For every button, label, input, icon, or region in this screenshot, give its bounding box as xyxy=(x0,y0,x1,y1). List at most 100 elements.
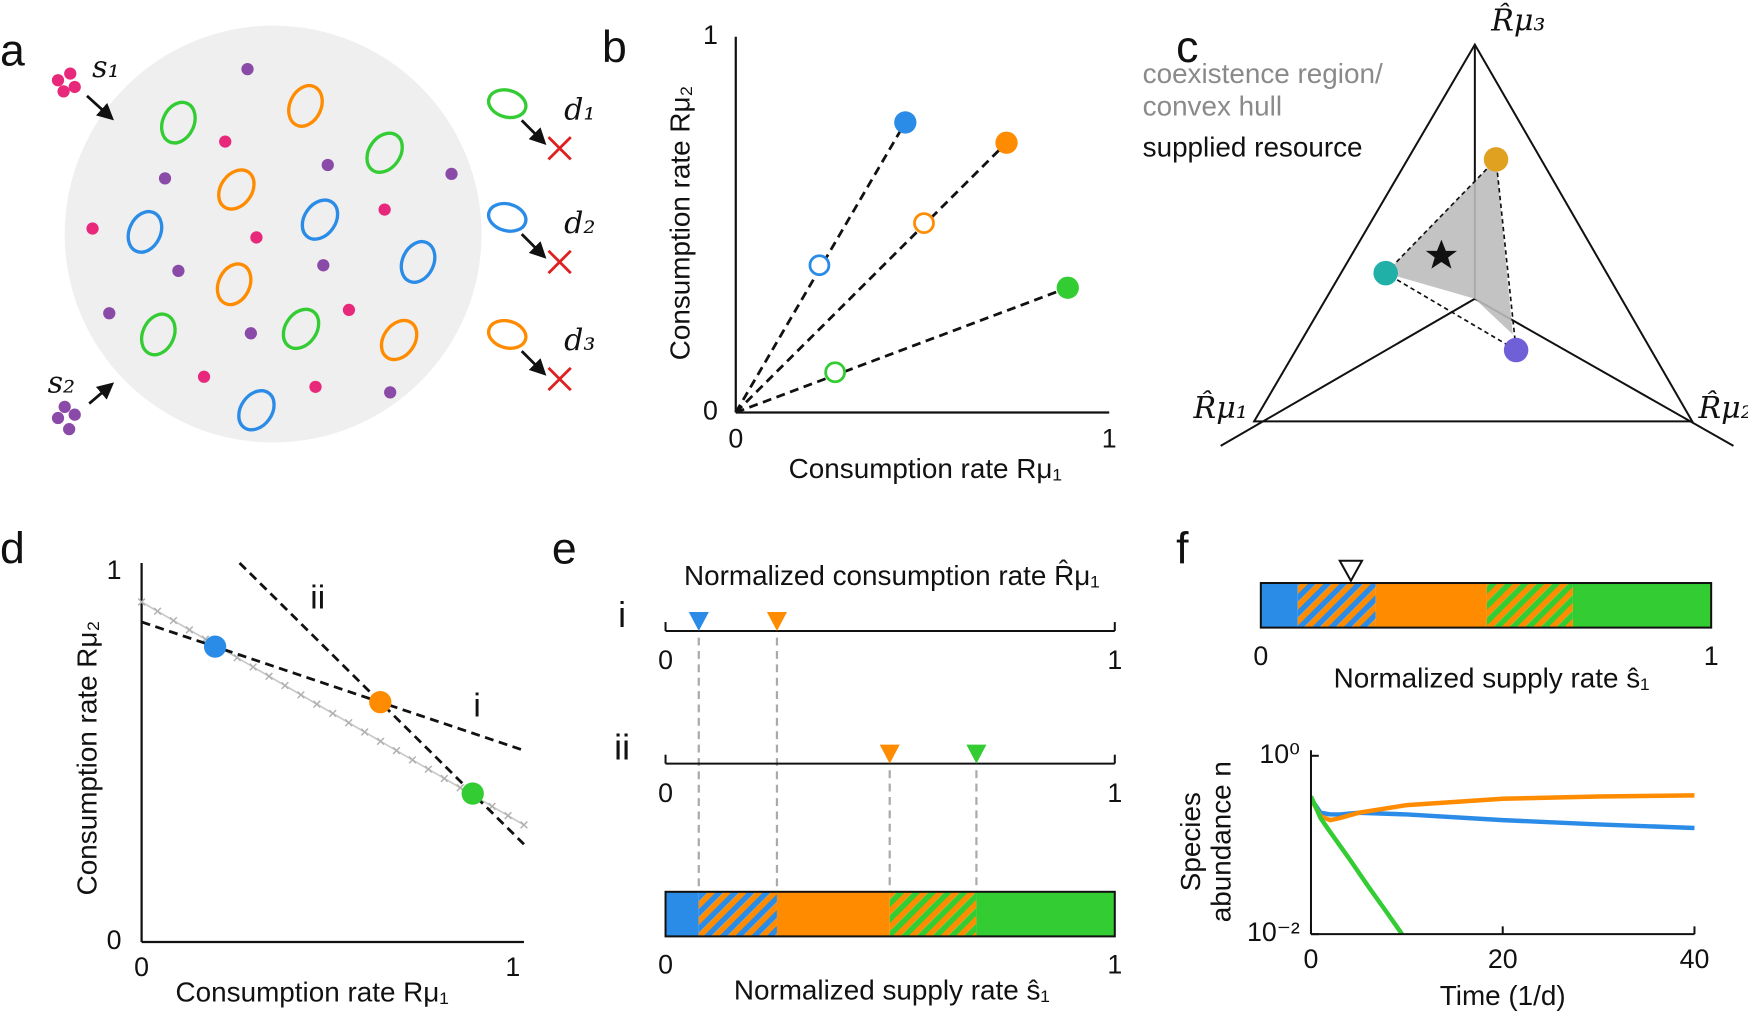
cross-mark xyxy=(185,625,194,634)
resource-dot xyxy=(197,370,211,383)
point xyxy=(913,212,935,234)
cross-mark xyxy=(440,774,449,783)
panel-label: b xyxy=(602,23,627,72)
guide-line xyxy=(735,286,1069,414)
supply-segment xyxy=(976,891,1115,937)
cell xyxy=(287,83,324,128)
label: ii xyxy=(614,728,630,768)
species-point xyxy=(1503,337,1529,363)
supply-dot xyxy=(64,67,77,80)
label: Time (1/d) xyxy=(1440,980,1566,1011)
cross-mark xyxy=(328,709,337,718)
bar-frame xyxy=(664,890,1116,938)
axis xyxy=(1220,297,1476,447)
tradeoff-line xyxy=(141,620,525,752)
washout-cell xyxy=(486,318,528,350)
point xyxy=(461,782,484,805)
supply-dot xyxy=(51,74,65,87)
label: convex hull xyxy=(1143,90,1282,121)
supply-segment xyxy=(1375,583,1487,628)
label: 0 xyxy=(658,950,673,980)
label: R̂μ₂ xyxy=(1698,391,1748,426)
cross-mark xyxy=(137,598,146,606)
resource-dot xyxy=(317,259,330,272)
supply-dot xyxy=(58,400,71,414)
label: 10⁻² xyxy=(1247,917,1300,947)
label: Consumption rate Rμ₁ xyxy=(176,977,449,1008)
panel-label: c xyxy=(1176,23,1198,72)
cross-mark xyxy=(392,746,401,755)
supply-segment xyxy=(1297,583,1376,628)
guide-line xyxy=(734,141,1008,414)
label: i xyxy=(618,595,626,635)
marker-triangle xyxy=(766,612,787,631)
supply-segment xyxy=(1260,583,1298,628)
label: 1 xyxy=(1704,641,1719,671)
cross-mark xyxy=(297,691,305,699)
label: supplied resource xyxy=(1143,132,1363,163)
label: Consumption rate Rμ₂ xyxy=(665,86,696,361)
label: 10⁰ xyxy=(1259,739,1299,769)
supply-dot xyxy=(68,80,81,94)
label: 1 xyxy=(1107,778,1122,808)
arrow xyxy=(520,233,547,259)
supply-segment xyxy=(776,891,890,937)
cross-mark xyxy=(249,663,257,671)
cross-mark xyxy=(360,728,369,736)
label: 40 xyxy=(1680,944,1710,974)
marker-triangle xyxy=(966,744,987,764)
marker-triangle xyxy=(879,744,900,764)
label: 0 xyxy=(134,952,149,982)
cross-mark xyxy=(153,607,162,616)
label: ii xyxy=(310,580,325,617)
cell xyxy=(217,168,256,211)
resource-dot xyxy=(378,203,391,216)
label: R̂μ₃ xyxy=(1490,3,1545,38)
cell xyxy=(159,100,197,145)
resource-dot xyxy=(172,264,185,278)
label: d₃ xyxy=(564,323,595,358)
cell xyxy=(237,389,276,432)
cell xyxy=(139,312,177,357)
point xyxy=(1056,276,1079,299)
cell xyxy=(379,318,419,362)
point xyxy=(995,131,1018,154)
resource-dot xyxy=(103,307,116,320)
label: 0 xyxy=(658,778,673,808)
point xyxy=(369,690,392,714)
panel-label: e xyxy=(552,525,577,574)
label: Consumption rate Rμ₁ xyxy=(789,453,1062,484)
species-point xyxy=(1483,147,1509,172)
resource-dot xyxy=(158,172,172,185)
supply-marker xyxy=(1338,559,1364,583)
label: R̂μ₁ xyxy=(1193,391,1248,426)
supply-dot xyxy=(68,408,81,421)
cross-mark xyxy=(265,672,273,681)
cross-mark xyxy=(281,681,289,690)
cross-mark xyxy=(504,811,512,820)
star xyxy=(1425,239,1458,269)
arrow xyxy=(88,382,115,405)
cell xyxy=(300,198,340,241)
label: d₂ xyxy=(564,206,595,241)
cross-mark xyxy=(424,765,433,774)
label: 1 xyxy=(1107,645,1122,675)
cross xyxy=(547,136,572,161)
cross-mark xyxy=(408,756,417,764)
cross-mark xyxy=(344,718,353,727)
convex-hull xyxy=(1385,159,1513,335)
cross-mark xyxy=(312,700,321,709)
point xyxy=(203,635,227,658)
label: 1 xyxy=(107,555,122,585)
label: Normalized supply rate ŝ₁ xyxy=(734,974,1050,1005)
chemostat xyxy=(64,25,482,443)
label: Normalized supply rate ŝ₁ xyxy=(1334,662,1650,693)
washout-cell xyxy=(486,201,528,233)
panel-label: d xyxy=(0,525,25,574)
axis xyxy=(1474,297,1734,447)
cross-mark xyxy=(169,616,178,625)
resource-dot xyxy=(342,303,356,317)
supply-segment xyxy=(665,891,699,937)
supply-segment xyxy=(1572,583,1712,628)
